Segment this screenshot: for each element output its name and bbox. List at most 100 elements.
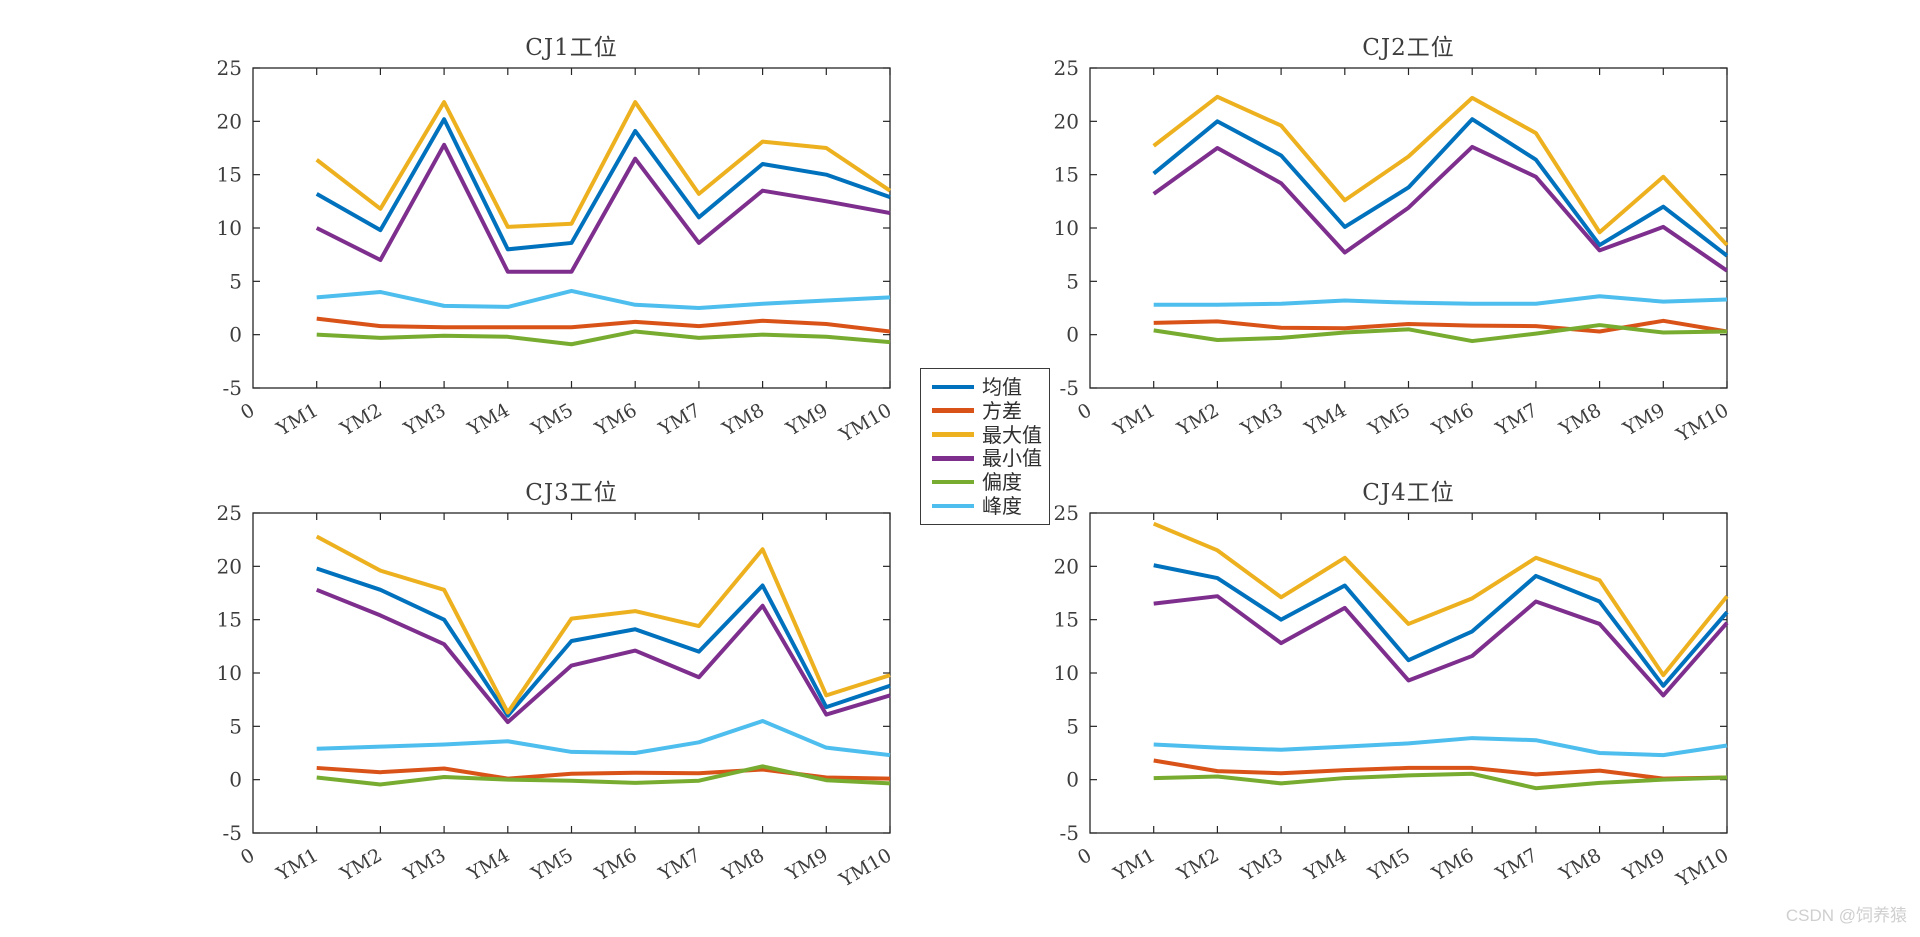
series-line-偏度 <box>1153 771 1728 791</box>
series-line-峰度 <box>316 288 891 310</box>
x-tick-label: YM1 <box>1109 844 1159 886</box>
chart-cj1: CJ1工位 25 20 15 10 5 0 -5 0 YM1 YM2 YM3 YM4 YM5 YM6 YM7… <box>217 35 896 447</box>
watermark: CSDN @饲养猿 <box>1785 906 1907 925</box>
y-tick-label: 5 <box>229 269 242 293</box>
legend-item-skewness: 偏度 <box>932 472 1041 492</box>
variance-line-swatch <box>932 408 974 413</box>
x-tick-label: YM4 <box>463 844 513 886</box>
chart-cj1-title: CJ1工位 <box>525 35 618 61</box>
y-tick-label: 10 <box>1054 661 1079 685</box>
x-tick-label: YM4 <box>1300 399 1350 441</box>
series-line-偏度 <box>316 764 891 787</box>
x-tick-label: YM6 <box>1428 399 1478 441</box>
series-line-峰度 <box>316 719 891 758</box>
x-tick-label: YM10 <box>835 844 896 892</box>
x-tick-label: YM7 <box>1491 844 1541 886</box>
x-tick-label: YM9 <box>782 844 832 886</box>
skewness-line-swatch <box>932 479 974 485</box>
series-line-均值 <box>1152 117 1729 258</box>
x-tick-label: YM8 <box>718 399 768 441</box>
chart-cj3: CJ3工位 25 20 15 10 5 0 -5 0 YM1 YM2 YM3 YM4 YM5 YM6 YM7… <box>217 480 896 892</box>
x-tick-label: YM3 <box>1237 844 1287 886</box>
series-line-最大值 <box>315 534 891 715</box>
x-tick-label: YM4 <box>1300 844 1350 886</box>
y-tick-label: 25 <box>217 56 242 80</box>
y-tick-label: 25 <box>217 501 242 525</box>
chart-cj2-title: CJ2工位 <box>1362 35 1455 61</box>
y-tick-label: -5 <box>1060 376 1079 400</box>
series-line-最小值 <box>315 142 891 274</box>
chart-cj4: CJ4工位 25 20 15 10 5 0 -5 0 YM1 YM2 YM3 YM4 YM5 YM6 YM7… <box>1054 480 1733 892</box>
x-tick-label: 0 <box>237 399 258 424</box>
y-tick-label: -5 <box>1060 821 1079 845</box>
series-line-最小值 <box>315 587 891 725</box>
series-line-方差 <box>316 316 891 334</box>
x-tick-label: YM2 <box>336 844 386 886</box>
series-line-峰度 <box>1153 294 1728 307</box>
series-line-最大值 <box>1152 94 1729 247</box>
y-tick-label: 0 <box>229 323 242 347</box>
y-tick-label: 10 <box>217 216 242 240</box>
legend-label-min: 最小值 <box>982 446 1042 471</box>
axes-box <box>252 512 891 834</box>
legend-label-kurtosis: 峰度 <box>982 494 1022 519</box>
x-tick-label: YM3 <box>400 399 450 441</box>
y-tick-label: 0 <box>229 768 242 792</box>
y-tick-label: 20 <box>1054 554 1079 578</box>
series-line-方差 <box>1153 318 1728 334</box>
y-tick-label: -5 <box>223 821 242 845</box>
y-tick-label: 15 <box>1054 163 1079 187</box>
series-line-均值 <box>316 566 891 718</box>
legend-item-max: 最大值 <box>932 422 1042 447</box>
x-tick-label: YM5 <box>527 844 577 886</box>
series-line-最小值 <box>1152 144 1729 273</box>
x-tick-label: 0 <box>1074 399 1095 424</box>
x-tick-label: YM2 <box>336 399 386 441</box>
y-tick-label: 5 <box>1066 269 1079 293</box>
x-tick-label: YM1 <box>1109 399 1159 441</box>
series-line-方差 <box>1153 758 1728 781</box>
y-tick-label: 20 <box>217 109 242 133</box>
y-tick-label: -5 <box>223 376 242 400</box>
x-tick-label: YM2 <box>1173 844 1223 886</box>
chart-cj2: CJ2工位 25 20 15 10 5 0 -5 0 YM1 YM2 YM3 YM4 YM5 YM6 YM7… <box>1054 35 1733 447</box>
x-tick-label: YM2 <box>1173 399 1223 441</box>
max-line-swatch <box>932 432 974 437</box>
x-tick-label: YM10 <box>835 399 896 447</box>
x-tick-label: YM1 <box>272 399 322 441</box>
legend-item-min: 最小值 <box>932 446 1042 471</box>
series-line-偏度 <box>316 329 891 347</box>
y-tick-label: 10 <box>1054 216 1079 240</box>
series-line-均值 <box>315 117 891 252</box>
y-tick-label: 20 <box>217 554 242 578</box>
legend-box: 均值 方差 最大值 最小值 偏度 峰度 <box>920 368 1050 525</box>
mean-line-swatch <box>932 384 974 390</box>
x-tick-label: YM7 <box>654 844 704 886</box>
y-tick-label: 0 <box>1066 323 1079 347</box>
legend-item-variance: 方差 <box>932 401 1041 421</box>
y-tick-label: 5 <box>229 714 242 738</box>
axes-box <box>252 67 891 389</box>
y-tick-label: 25 <box>1054 56 1079 80</box>
y-tick-label: 20 <box>1054 109 1079 133</box>
chart-cj3-title: CJ3工位 <box>525 480 618 506</box>
x-tick-label: 0 <box>1074 844 1095 869</box>
legend-label-max: 最大值 <box>982 422 1042 447</box>
series-line-峰度 <box>1153 736 1728 758</box>
x-tick-label: YM9 <box>1619 844 1669 886</box>
x-tick-label: YM9 <box>1619 399 1669 441</box>
y-tick-label: 15 <box>1054 608 1079 632</box>
x-tick-label: YM3 <box>1237 399 1287 441</box>
legend-label-skewness: 偏度 <box>982 470 1022 495</box>
series-line-均值 <box>1153 563 1729 688</box>
x-tick-label: YM7 <box>654 399 704 441</box>
axes-box <box>1089 512 1728 834</box>
x-tick-label: YM1 <box>272 844 322 886</box>
legend-item-mean: 均值 <box>932 377 1041 397</box>
y-tick-label: 15 <box>217 163 242 187</box>
series-line-偏度 <box>1153 323 1728 344</box>
